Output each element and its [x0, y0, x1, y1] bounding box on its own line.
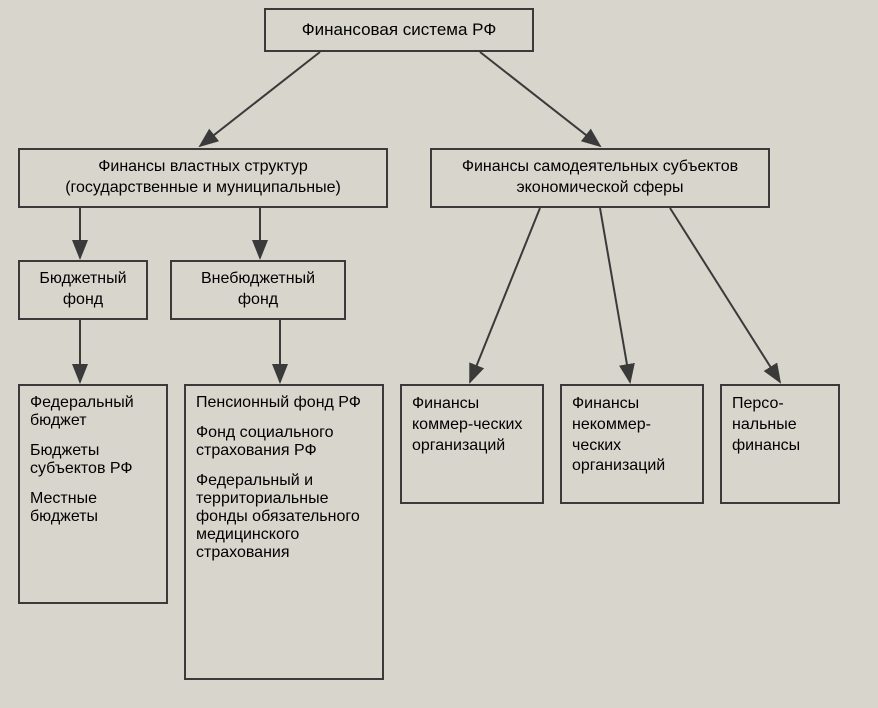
node-root: Финансовая система РФ [264, 8, 534, 52]
node-level4-personal: Персо-нальные финансы [720, 384, 840, 504]
offbudget-item-2: Федеральный и территориальные фонды обяз… [196, 472, 372, 562]
node-root-label: Финансовая система РФ [302, 20, 497, 40]
node-level2-right-label: Финансы самодеятельных субъектов экономи… [442, 157, 758, 199]
node-level3-budget-label: Бюджетный фонд [30, 269, 136, 311]
node-level2-right: Финансы самодеятельных субъектов экономи… [430, 148, 770, 208]
node-level4-commercial: Финансы коммер-ческих организаций [400, 384, 544, 504]
node-level3-offbudget: Внебюджетный фонд [170, 260, 346, 320]
node-level2-left: Финансы властных структур (государственн… [18, 148, 388, 208]
budget-item-0: Федеральный бюджет [30, 394, 156, 430]
node-level4-noncommercial: Финансы некоммер-ческих организаций [560, 384, 704, 504]
node-level3-budget: Бюджетный фонд [18, 260, 148, 320]
budget-item-1: Бюджеты субъектов РФ [30, 442, 156, 478]
budget-item-2: Местные бюджеты [30, 490, 156, 526]
offbudget-item-1: Фонд социального страхования РФ [196, 424, 372, 460]
node-level4-offbudget-items: Пенсионный фонд РФ Фонд социального стра… [184, 384, 384, 680]
offbudget-item-0: Пенсионный фонд РФ [196, 394, 361, 412]
node-level3-offbudget-label: Внебюджетный фонд [182, 269, 334, 311]
node-level2-left-label: Финансы властных структур (государственн… [30, 157, 376, 199]
node-level4-noncommercial-label: Финансы некоммер-ческих организаций [572, 394, 692, 477]
node-level4-personal-label: Персо-нальные финансы [732, 394, 828, 456]
node-level4-budget-items: Федеральный бюджет Бюджеты субъектов РФ … [18, 384, 168, 604]
node-level4-commercial-label: Финансы коммер-ческих организаций [412, 394, 532, 456]
